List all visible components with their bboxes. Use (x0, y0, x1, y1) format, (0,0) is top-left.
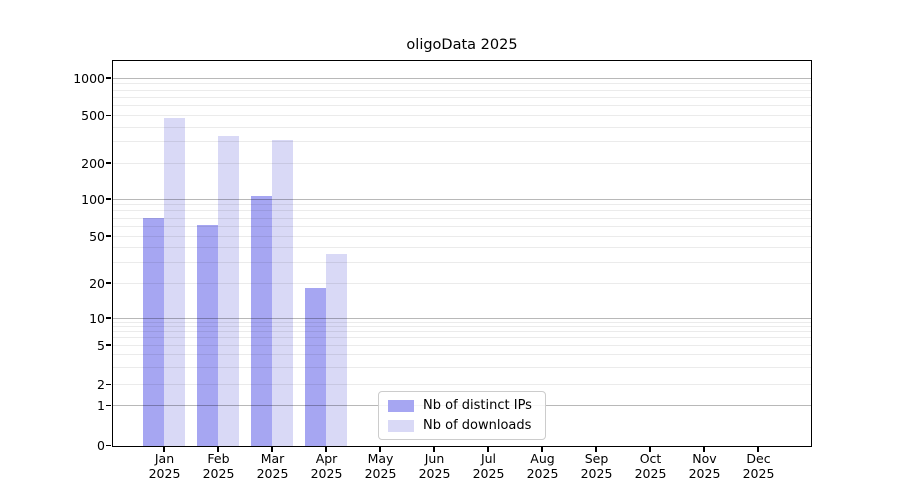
bar-mar-distinct-ips (251, 196, 272, 446)
x-tick-label-nov: Nov 2025 (688, 451, 721, 481)
x-tick (703, 447, 705, 452)
bar-jan-distinct-ips (143, 218, 164, 446)
y-tick-label-1000: 1000 (73, 70, 105, 86)
gridline-minor (112, 126, 811, 128)
bar-mar-downloads (272, 140, 293, 446)
x-tick (541, 447, 543, 452)
plot-area (106, 59, 812, 452)
x-tick-label-dec: Dec 2025 (742, 451, 775, 481)
y-tick-label-50: 50 (89, 228, 105, 244)
x-tick-label-jan: Jan 2025 (148, 451, 181, 481)
x-tick (163, 447, 165, 452)
x-tick (487, 447, 489, 452)
legend-label-downloads: Nb of downloads (423, 418, 532, 433)
gridline-minor (112, 115, 811, 116)
bar-feb-downloads (218, 135, 239, 446)
y-tick (106, 77, 111, 79)
x-tick (757, 447, 759, 452)
x-tick (595, 447, 597, 452)
y-tick-label-10: 10 (89, 310, 105, 326)
x-tick-label-mar: Mar 2025 (256, 451, 289, 481)
legend-item-distinct-ips: Nb of distinct IPs (388, 398, 536, 413)
x-tick (649, 447, 651, 452)
y-tick-label-200: 200 (81, 155, 105, 171)
legend-item-downloads: Nb of downloads (388, 418, 536, 433)
bar-apr-distinct-ips (305, 288, 326, 446)
bar-feb-distinct-ips (197, 225, 218, 446)
y-axis-labels: 0 1 2 5 10 20 50 100 200 500 1000 (0, 61, 105, 454)
y-tick (106, 282, 111, 284)
gridline-minor (112, 96, 811, 98)
x-tick-label-jul: Jul 2025 (472, 451, 505, 481)
y-tick (106, 444, 111, 447)
y-tick-label-0: 0 (97, 438, 105, 453)
legend-label-distinct-ips: Nb of distinct IPs (423, 398, 532, 413)
y-tick (106, 317, 111, 319)
y-tick-label-1: 1 (97, 398, 105, 413)
x-tick (433, 447, 435, 452)
legend: Nb of distinct IPs Nb of downloads (378, 391, 546, 440)
x-tick-label-jun: Jun 2025 (418, 451, 451, 481)
y-tick-label-2: 2 (97, 377, 105, 392)
y-tick (106, 383, 111, 386)
y-tick (106, 235, 111, 237)
legend-swatch-distinct-ips-icon (388, 399, 414, 412)
bar-apr-downloads (326, 254, 347, 446)
x-tick (325, 447, 327, 452)
x-tick-label-aug: Aug 2025 (526, 451, 559, 481)
y-tick-label-500: 500 (81, 108, 105, 123)
gridline-minor (112, 105, 811, 107)
x-axis-labels: Jan 2025 Feb 2025 Mar 2025 Apr 2025 May 2025 Jun 20… (113, 451, 811, 485)
gridline-major (112, 77, 811, 79)
gridline-minor (112, 83, 811, 85)
y-tick (106, 344, 111, 346)
y-tick-label-20: 20 (89, 275, 105, 291)
y-tick (106, 162, 111, 164)
x-tick (217, 447, 219, 452)
x-tick-label-feb: Feb 2025 (202, 451, 235, 481)
y-tick-label-100: 100 (81, 191, 105, 207)
legend-swatch-downloads-icon (388, 419, 414, 432)
y-tick (106, 114, 111, 117)
y-tick (106, 404, 111, 407)
x-tick-label-sep: Sep 2025 (580, 451, 613, 481)
x-tick-label-oct: Oct 2025 (634, 451, 667, 481)
x-tick (379, 447, 381, 452)
bar-jan-downloads (164, 117, 185, 446)
x-tick (271, 447, 273, 452)
gridline-minor (112, 89, 811, 91)
chart-title: oligoData 2025 (406, 37, 518, 53)
x-tick-label-may: May 2025 (364, 451, 397, 481)
x-tick-label-apr: Apr 2025 (310, 451, 343, 481)
y-tick (106, 198, 111, 200)
y-tick-label-5: 5 (97, 337, 105, 353)
